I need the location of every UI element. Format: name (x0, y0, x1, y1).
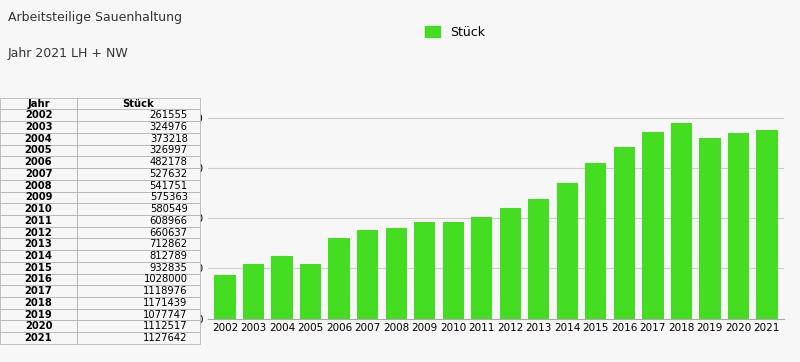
Bar (756, 130, 778, 319)
Bar (386, 228, 407, 319)
Bar (471, 217, 493, 319)
Bar (271, 256, 293, 319)
Bar (329, 238, 350, 319)
Text: Jahr 2021 LH + NW: Jahr 2021 LH + NW (8, 47, 129, 60)
Legend: Stück: Stück (420, 21, 490, 44)
Bar (442, 222, 464, 319)
Bar (300, 264, 322, 319)
Bar (357, 230, 378, 319)
Bar (585, 163, 606, 319)
Text: Arbeitsteilige Sauenhaltung: Arbeitsteilige Sauenhaltung (8, 11, 182, 24)
Bar (214, 275, 236, 319)
Bar (670, 123, 692, 319)
Bar (699, 139, 721, 319)
Bar (499, 208, 521, 319)
Bar (728, 133, 749, 319)
Bar (642, 132, 663, 319)
Bar (557, 183, 578, 319)
Bar (243, 264, 264, 319)
Bar (614, 147, 635, 319)
Bar (414, 222, 435, 319)
Bar (528, 199, 550, 319)
